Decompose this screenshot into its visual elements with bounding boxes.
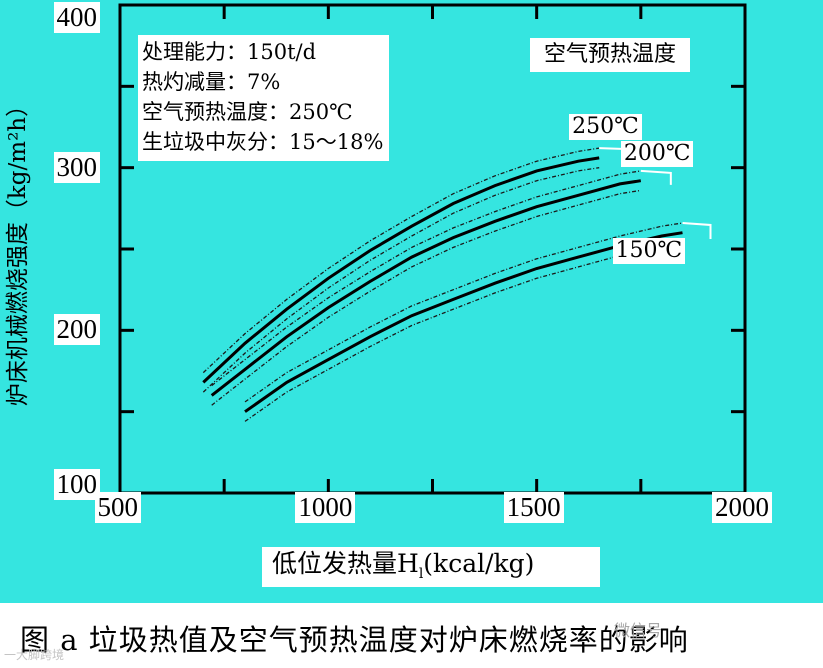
series-label: 200℃ [620, 140, 694, 167]
x-axis-label-subscript: l [418, 566, 424, 582]
x-axis-label-suffix: (kcal/kg) [423, 549, 535, 578]
series-leader [682, 221, 712, 239]
x-axis-label-prefix: 低位发热量H [272, 549, 419, 578]
condition-capacity: 处理能力：150t/d [142, 40, 317, 64]
watermark-right: 微信号 [614, 621, 663, 640]
y-tick-label: 300 [53, 151, 100, 183]
y-tick-label: 100 [53, 469, 100, 500]
x-tick-label: 1000 [295, 492, 356, 523]
y-tick-label: 400 [53, 2, 100, 33]
series-upper-band [211, 170, 641, 387]
series-lower-band [202, 167, 600, 393]
tick-marks [120, 5, 745, 493]
condition-loss: 热灼减量：7% [142, 70, 281, 94]
x-axis-label: 低位发热量Hl(kcal/kg) [262, 547, 600, 587]
series-line [210, 179, 642, 397]
x-tick-label: 2000 [712, 492, 772, 523]
series-0 [202, 147, 661, 393]
series-leader [640, 169, 672, 185]
conditions-box: 处理能力：150t/d 热灼减量：7% 空气预热温度：250℃ 生垃圾中灰分：1… [138, 35, 390, 161]
series-upper-band [244, 222, 683, 403]
series-label: 150℃ [612, 237, 686, 264]
condition-preheat: 空气预热温度：250℃ [142, 100, 353, 124]
caption-bar: 图 a 垃圾热值及空气预热温度对炉床燃烧率的影响 [0, 603, 823, 668]
series-1 [210, 169, 672, 406]
series-label: 250℃ [569, 114, 642, 141]
x-tick-label: 1500 [503, 492, 564, 523]
plot-frame [118, 3, 747, 495]
condition-ash: 生垃圾中灰分：15～18% [142, 130, 384, 154]
series-line [202, 156, 600, 384]
series-layer [202, 147, 712, 422]
series-upper-band [202, 147, 600, 374]
figure-caption: 图 a 垃圾热值及空气预热温度对炉床燃烧率的影响 [20, 623, 689, 657]
y-axis-label: 炉床机械燃烧强度（kg/m²h） [5, 93, 31, 407]
series-lower-band [211, 189, 641, 406]
x-tick-label: 500 [94, 492, 141, 523]
legend-title: 空气预热温度 [530, 38, 691, 72]
series-lower-band [244, 241, 683, 422]
watermark-left: 一大脚跨境 [4, 648, 65, 662]
y-tick-label: 200 [53, 314, 100, 346]
